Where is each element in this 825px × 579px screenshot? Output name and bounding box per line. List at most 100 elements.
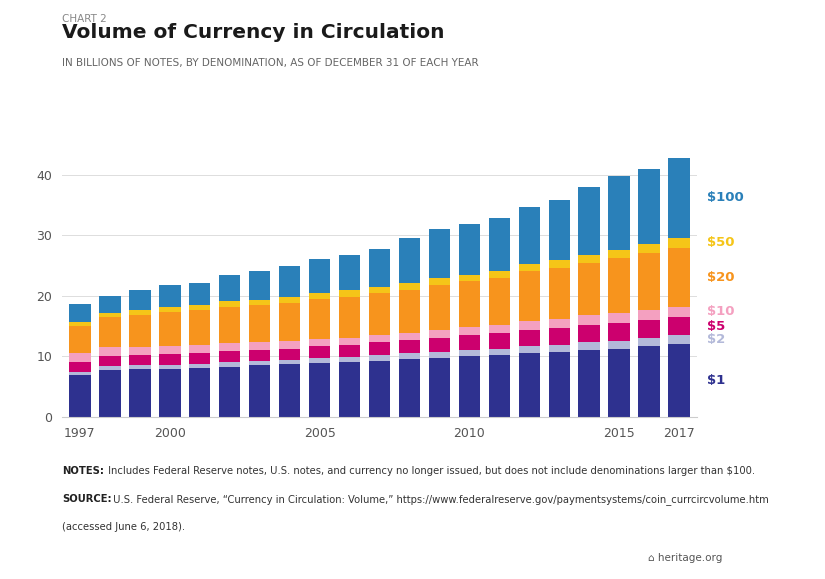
Bar xyxy=(668,335,690,344)
Bar xyxy=(429,358,450,417)
Bar xyxy=(219,351,240,362)
Bar xyxy=(429,285,450,330)
Bar xyxy=(129,310,151,314)
Bar xyxy=(369,335,390,343)
Text: $10: $10 xyxy=(707,306,734,318)
Bar xyxy=(668,344,690,417)
Bar xyxy=(578,343,600,350)
Bar xyxy=(398,283,420,290)
Bar xyxy=(279,360,300,364)
Bar xyxy=(668,158,690,238)
Bar xyxy=(519,264,540,271)
Bar xyxy=(309,259,330,293)
Bar xyxy=(189,364,210,368)
Bar xyxy=(459,350,480,357)
Bar xyxy=(339,296,361,338)
Bar xyxy=(578,263,600,316)
Text: $1: $1 xyxy=(707,374,725,387)
Bar xyxy=(429,330,450,338)
Text: IN BILLIONS OF NOTES, BY DENOMINATION, AS OF DECEMBER 31 OF EACH YEAR: IN BILLIONS OF NOTES, BY DENOMINATION, A… xyxy=(62,58,478,68)
Text: $100: $100 xyxy=(707,192,744,204)
Bar xyxy=(429,229,450,278)
Bar xyxy=(549,200,570,260)
Bar xyxy=(249,361,271,365)
Text: (accessed June 6, 2018).: (accessed June 6, 2018). xyxy=(62,522,185,532)
Bar xyxy=(129,365,151,369)
Bar xyxy=(159,312,181,346)
Bar xyxy=(369,361,390,417)
Bar xyxy=(459,281,480,327)
Bar xyxy=(189,368,210,417)
Bar xyxy=(99,296,120,313)
Bar xyxy=(519,321,540,330)
Bar xyxy=(459,335,480,350)
Bar xyxy=(549,328,570,345)
Bar xyxy=(69,372,91,375)
Bar xyxy=(339,291,361,296)
Bar xyxy=(639,320,660,338)
Bar xyxy=(219,362,240,367)
Bar xyxy=(639,244,660,253)
Bar xyxy=(99,356,120,366)
Bar xyxy=(639,338,660,346)
Bar xyxy=(309,363,330,417)
Text: $2: $2 xyxy=(707,333,725,346)
Bar xyxy=(69,326,91,353)
Bar xyxy=(189,310,210,345)
Bar xyxy=(309,346,330,358)
Bar xyxy=(249,343,271,350)
Text: $20: $20 xyxy=(707,271,734,284)
Bar xyxy=(129,355,151,365)
Bar xyxy=(99,366,120,370)
Bar xyxy=(99,347,120,356)
Bar xyxy=(279,364,300,417)
Bar xyxy=(519,271,540,321)
Bar xyxy=(519,330,540,346)
Bar xyxy=(488,218,510,271)
Bar xyxy=(189,283,210,305)
Bar xyxy=(488,271,510,278)
Bar xyxy=(429,338,450,351)
Bar xyxy=(459,327,480,335)
Bar xyxy=(488,325,510,334)
Text: SOURCE:: SOURCE: xyxy=(62,494,111,504)
Text: $50: $50 xyxy=(707,236,734,249)
Bar xyxy=(309,339,330,346)
Bar xyxy=(189,305,210,310)
Bar xyxy=(398,239,420,283)
Bar xyxy=(129,314,151,347)
Bar xyxy=(578,325,600,343)
Bar xyxy=(129,369,151,417)
Bar xyxy=(639,310,660,320)
Bar xyxy=(519,207,540,264)
Bar xyxy=(219,307,240,343)
Bar xyxy=(519,353,540,417)
Bar xyxy=(69,353,91,362)
Text: ⌂ heritage.org: ⌂ heritage.org xyxy=(648,553,722,563)
Bar xyxy=(159,346,181,354)
Bar xyxy=(249,299,271,305)
Bar xyxy=(549,319,570,328)
Bar xyxy=(69,375,91,417)
Bar xyxy=(459,224,480,275)
Bar xyxy=(69,304,91,322)
Bar xyxy=(668,238,690,248)
Bar xyxy=(608,258,630,313)
Bar xyxy=(519,346,540,353)
Bar xyxy=(249,350,271,361)
Bar xyxy=(578,350,600,417)
Bar xyxy=(639,169,660,244)
Bar xyxy=(459,275,480,281)
Bar xyxy=(608,313,630,323)
Bar xyxy=(459,357,480,417)
Bar xyxy=(549,267,570,319)
Bar xyxy=(159,285,181,307)
Bar xyxy=(279,297,300,303)
Bar xyxy=(668,307,690,317)
Bar xyxy=(668,248,690,307)
Bar xyxy=(159,354,181,365)
Bar xyxy=(429,278,450,285)
Bar xyxy=(69,322,91,326)
Bar xyxy=(398,359,420,417)
Bar xyxy=(369,249,390,287)
